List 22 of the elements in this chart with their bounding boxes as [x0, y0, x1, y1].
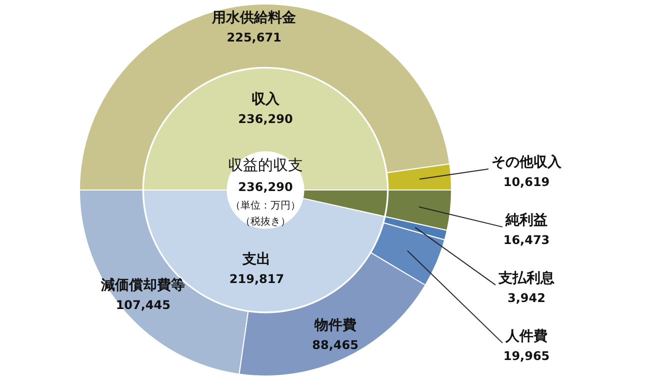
- slice-label: 支出: [242, 251, 271, 268]
- slice-label: その他収入: [492, 154, 562, 171]
- data-label: 19,965: [503, 349, 550, 364]
- text: （単位：万円）: [230, 200, 300, 212]
- slice-label: 収入: [252, 92, 280, 108]
- slice-label: 純利益: [504, 212, 548, 229]
- slice-label: 減価償却費等: [100, 278, 186, 294]
- text: 収益的収支: [228, 156, 303, 174]
- text: （税抜き）: [240, 216, 290, 228]
- slice-label: 用水供給料金: [211, 10, 298, 26]
- data-label: 236,290: [238, 112, 293, 126]
- data-label: 225,671: [226, 30, 282, 45]
- data-label: 16,473: [503, 233, 550, 248]
- data-label: 88,465: [312, 338, 358, 352]
- data-label: 10,619: [503, 175, 550, 190]
- data-label: 107,445: [116, 298, 170, 312]
- slice-label: 物件費: [313, 318, 356, 334]
- data-label: 3,942: [508, 291, 546, 306]
- data-label: 219,817: [229, 272, 284, 286]
- slice-label: 人件費: [504, 328, 548, 345]
- slice-label: 支払利息: [498, 270, 556, 287]
- text: 236,290: [238, 180, 293, 194]
